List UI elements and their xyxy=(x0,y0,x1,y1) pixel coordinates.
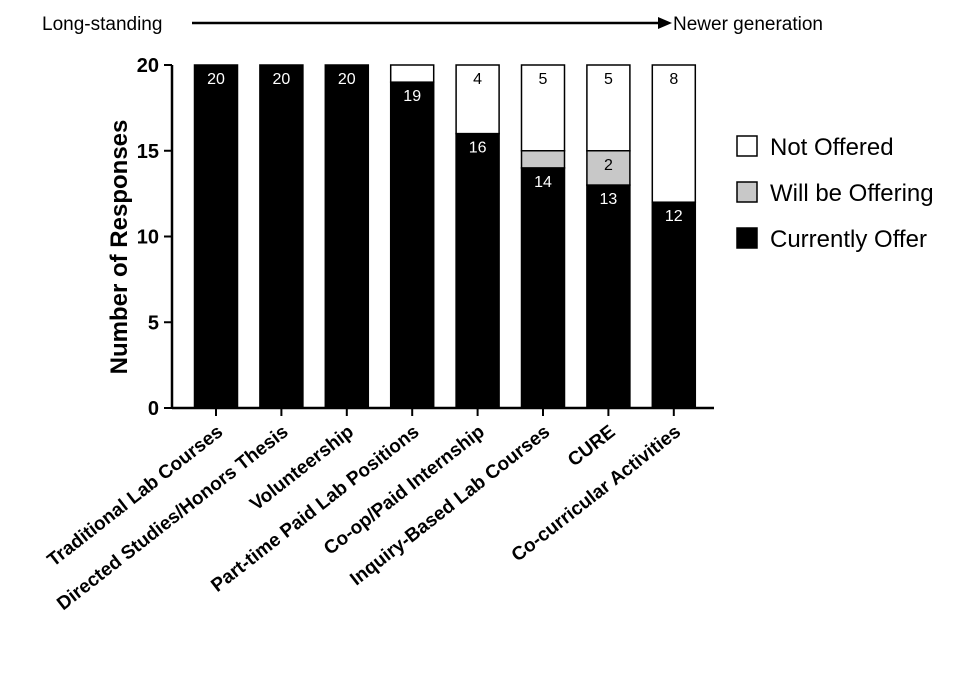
timeline-left-label: Long-standing xyxy=(42,14,162,35)
data-label-currently-offer-7: 13 xyxy=(600,191,618,208)
data-label-not-offered-6: 5 xyxy=(539,71,548,88)
data-label-not-offered-5: 4 xyxy=(473,71,482,88)
data-label-currently-offer-6: 14 xyxy=(534,174,552,191)
data-label-not-offered-7: 5 xyxy=(604,71,613,88)
timeline-right-label: Newer generation xyxy=(673,14,823,35)
bar-segment-will-be-offering-6 xyxy=(520,150,566,169)
bar-segment-currently-offer-6 xyxy=(520,167,566,409)
bar-segment-currently-offer-3 xyxy=(324,64,370,409)
data-label-currently-offer-1: 20 xyxy=(207,71,225,88)
bar-segment-not-offered-6 xyxy=(520,64,566,152)
legend-swatch-currently-offer xyxy=(736,227,758,249)
data-label-currently-offer-2: 20 xyxy=(273,71,291,88)
bar-segment-currently-offer-1 xyxy=(193,64,239,409)
y-tick-label-5: 5 xyxy=(148,312,159,334)
data-label-currently-offer-3: 20 xyxy=(338,71,356,88)
legend-swatch-not-offered xyxy=(736,135,758,157)
bar-segment-not-offered-5 xyxy=(455,64,500,135)
plot-area: 20 20 20 19 16 4 14 5 13 2 5 12 8 xyxy=(193,64,697,409)
data-label-currently-offer-8: 12 xyxy=(665,208,683,225)
legend: Not Offered Will be Offering Currently Off… xyxy=(736,134,934,253)
y-tick-label-0: 0 xyxy=(148,398,159,420)
legend-label-currently-offer: Currently Offer xyxy=(770,226,927,253)
bar-segment-currently-offer-8 xyxy=(651,201,697,409)
data-label-not-offered-8: 8 xyxy=(669,71,678,88)
bar-segment-currently-offer-4 xyxy=(389,81,435,409)
timeline-arrow-head xyxy=(658,17,672,29)
y-axis-title: Number of Responses xyxy=(106,120,133,375)
bar-segment-not-offered-7 xyxy=(586,64,631,152)
y-tick-label-15: 15 xyxy=(137,141,159,163)
data-label-will-be-offering-7: 2 xyxy=(604,157,613,174)
legend-label-will-be-offering: Will be Offering xyxy=(770,180,934,207)
legend-swatch-will-be-offering xyxy=(736,181,758,203)
bar-segment-not-offered-8 xyxy=(651,64,697,203)
bar-segment-currently-offer-2 xyxy=(259,64,304,409)
legend-label-not-offered: Not Offered xyxy=(770,134,894,161)
bar-segment-not-offered-4 xyxy=(389,64,435,83)
y-tick-label-10: 10 xyxy=(137,227,159,249)
y-tick-label-20: 20 xyxy=(137,55,159,77)
bar-segment-currently-offer-7 xyxy=(586,184,631,409)
bar-segment-currently-offer-5 xyxy=(455,132,500,409)
data-label-currently-offer-5: 16 xyxy=(469,140,487,157)
timeline: Long-standing Newer generation xyxy=(42,14,823,35)
x-tick-label-7: CURE xyxy=(564,421,619,471)
data-label-currently-offer-4: 19 xyxy=(403,88,421,105)
